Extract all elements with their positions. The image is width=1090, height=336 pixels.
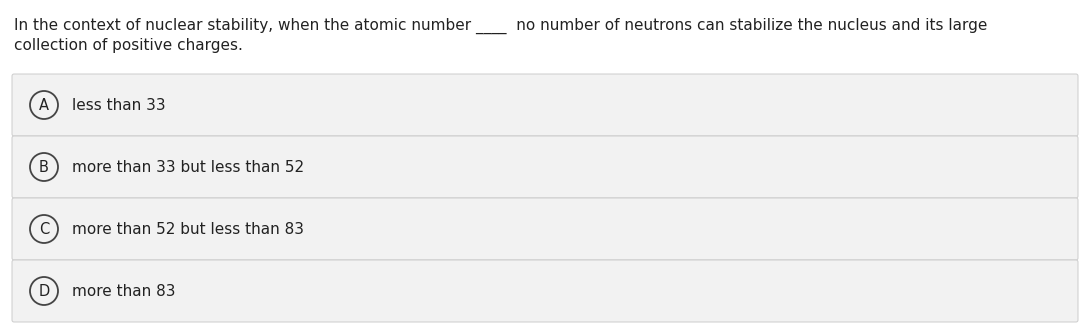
Text: In the context of nuclear stability, when the atomic number ____  no number of n: In the context of nuclear stability, whe… bbox=[14, 18, 988, 34]
Text: C: C bbox=[39, 221, 49, 237]
Ellipse shape bbox=[31, 91, 58, 119]
Text: D: D bbox=[38, 284, 50, 298]
FancyBboxPatch shape bbox=[12, 74, 1078, 136]
Ellipse shape bbox=[31, 215, 58, 243]
Text: collection of positive charges.: collection of positive charges. bbox=[14, 38, 243, 53]
Text: more than 83: more than 83 bbox=[72, 284, 175, 298]
Text: more than 52 but less than 83: more than 52 but less than 83 bbox=[72, 221, 304, 237]
Ellipse shape bbox=[31, 153, 58, 181]
FancyBboxPatch shape bbox=[12, 136, 1078, 198]
Text: B: B bbox=[39, 160, 49, 174]
Ellipse shape bbox=[31, 277, 58, 305]
Text: A: A bbox=[39, 97, 49, 113]
FancyBboxPatch shape bbox=[12, 260, 1078, 322]
FancyBboxPatch shape bbox=[12, 198, 1078, 260]
Text: less than 33: less than 33 bbox=[72, 97, 166, 113]
Text: more than 33 but less than 52: more than 33 but less than 52 bbox=[72, 160, 304, 174]
